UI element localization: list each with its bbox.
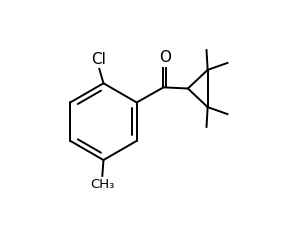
Text: CH₃: CH₃ — [90, 178, 115, 191]
Text: Cl: Cl — [91, 52, 106, 67]
Text: O: O — [159, 50, 171, 65]
